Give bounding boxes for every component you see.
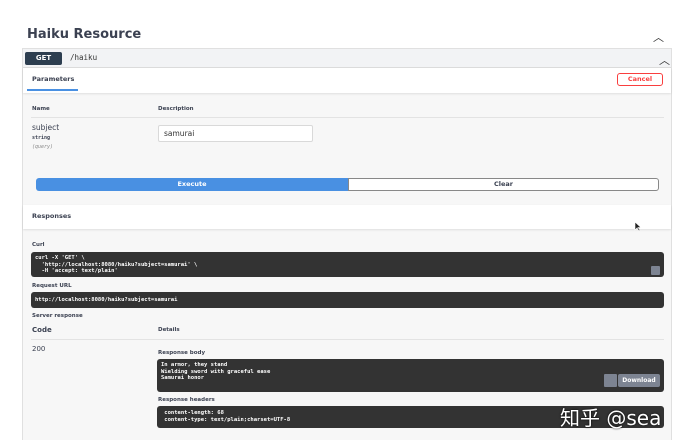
curl-label: Curl [32, 242, 45, 248]
tab-active-underline [27, 89, 78, 91]
response-code: 200 [32, 345, 46, 353]
operation-header[interactable] [23, 49, 671, 68]
tab-parameters[interactable]: Parameters [32, 75, 75, 83]
responses-title: Responses [32, 212, 72, 220]
curl-block[interactable]: curl -X 'GET' \ 'http://localhost:8080/h… [31, 252, 664, 277]
request-url-label: Request URL [32, 283, 72, 289]
copy-clipboard-icon[interactable] [651, 266, 660, 275]
column-name: Name [32, 106, 50, 112]
response-body-label: Response body [158, 350, 206, 356]
response-body-block[interactable]: In armor, they stand Wielding sword with… [157, 359, 664, 392]
method-badge: GET [25, 52, 62, 65]
watermark: 知乎 @sea [560, 406, 662, 430]
section-title[interactable]: Haiku Resource [27, 27, 142, 42]
copy-clipboard-icon[interactable] [604, 374, 617, 387]
download-button[interactable]: Download [618, 374, 660, 387]
collapse-section-chevron-up-icon[interactable]: ︿ [653, 31, 664, 44]
clear-button[interactable]: Clear [348, 178, 659, 191]
server-response-label: Server response [32, 313, 83, 319]
param-location: (query) [32, 144, 54, 150]
parameters-header [23, 68, 671, 93]
responses-header [23, 205, 671, 229]
column-code: Code [32, 326, 52, 334]
response-headers-block[interactable]: content-length: 68 content-type: text/pl… [157, 406, 664, 428]
subject-input[interactable]: samurai [158, 125, 313, 142]
divider [31, 117, 664, 118]
param-type: string [32, 135, 51, 141]
column-description: Description [158, 106, 194, 112]
divider [31, 339, 664, 340]
cancel-button[interactable]: Cancel [617, 73, 663, 86]
collapse-operation-chevron-up-icon[interactable]: ︿ [659, 54, 670, 67]
execute-button[interactable]: Execute [36, 178, 348, 191]
response-headers-label: Response headers [158, 397, 215, 403]
mouse-cursor-icon [634, 221, 642, 232]
operation-path: /haiku [70, 53, 98, 62]
request-url-block[interactable]: http://localhost:8080/haiku?subject=samu… [31, 292, 664, 308]
column-details: Details [158, 327, 180, 333]
param-name: subject [32, 123, 60, 132]
